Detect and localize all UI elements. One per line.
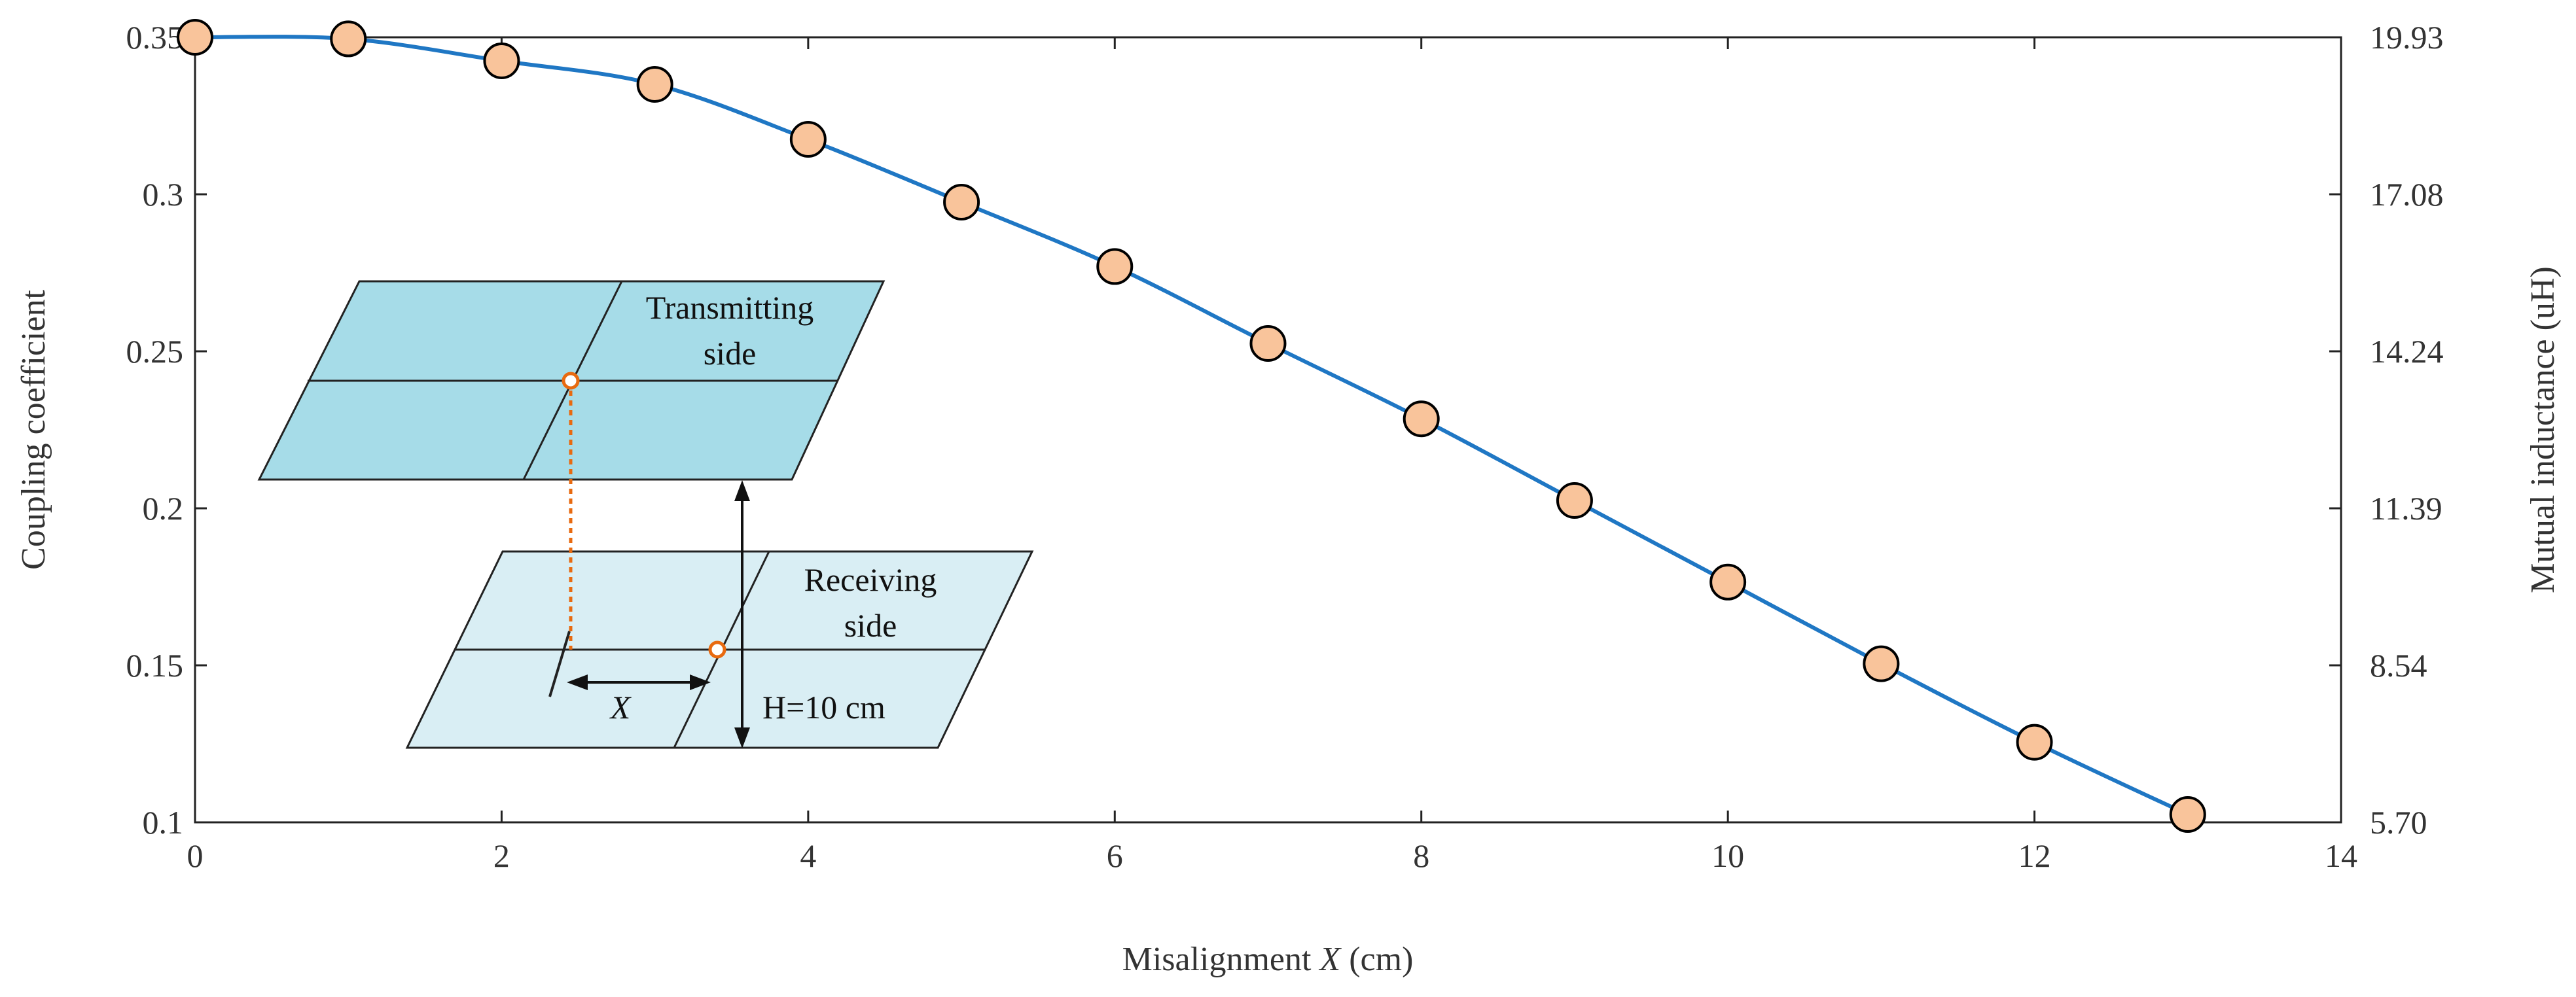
y-tick-label: 0.1 (143, 804, 184, 841)
data-point-markers (177, 19, 2206, 833)
y2-axis-title: Mutual inductance (uH) (2524, 266, 2562, 593)
data-point-marker (1556, 482, 1593, 519)
x-tick-label: 10 (1711, 837, 1744, 874)
offset-arrowhead-left (567, 674, 588, 690)
offset-reference-tick (548, 631, 571, 697)
receiver-center-marker (708, 640, 726, 659)
y2-tick-label: 5.70 (2370, 804, 2427, 841)
x-axis-title-variable: X (1318, 941, 1342, 978)
data-point-marker (1863, 645, 1900, 682)
y2-tick-label: 17.08 (2370, 176, 2444, 213)
height-label: H=10 cm (762, 689, 885, 726)
x-tick-label: 2 (493, 837, 510, 874)
receiving-label-line1: Receiving (804, 561, 937, 598)
receiving-label-line2: side (844, 607, 897, 644)
x-tick-label: 14 (2325, 837, 2357, 874)
y2-tick-label: 14.24 (2370, 333, 2444, 370)
y2-tick-label: 8.54 (2370, 647, 2427, 684)
y-tick-label: 0.15 (126, 647, 184, 684)
y-tick-label: 0.25 (126, 333, 184, 370)
transmitting-label-line1: Transmitting (646, 289, 814, 326)
x-tick-label: 0 (187, 837, 204, 874)
y-tick-label: 0.3 (143, 176, 184, 213)
x-tick-label: 12 (2018, 837, 2051, 874)
data-point-marker (177, 19, 213, 56)
inset-diagram: Transmitting side Receiving side X H=10 … (257, 280, 1034, 749)
plot-frame (194, 36, 2342, 824)
data-point-marker (789, 121, 827, 158)
data-point-marker (330, 20, 367, 58)
data-point-marker (1403, 400, 1440, 438)
data-point-marker (1249, 325, 1287, 362)
offset-arrowhead-right (690, 674, 711, 690)
x-axis-title-suffix: (cm) (1340, 941, 1413, 978)
data-point-marker (636, 66, 673, 103)
y-tick-label: 0.2 (143, 490, 184, 527)
axis-ticks: 0 2 4 6 8 10 12 14 0.1 5.70 0.15 8.54 0.2 11.39 0.25 14… (126, 19, 2444, 874)
data-point-marker (483, 43, 520, 79)
y-axis-title: Coupling coefficient (15, 289, 52, 569)
y2-tick-label: 19.93 (2370, 19, 2444, 56)
x-axis-title: Misalignment X (cm) (1122, 941, 1414, 978)
height-arrowhead-bottom (734, 727, 750, 748)
y2-tick-label: 11.39 (2370, 490, 2442, 527)
transmitting-label-line2: side (704, 335, 757, 372)
data-point-marker (943, 184, 980, 220)
offset-x-label: X (609, 689, 632, 726)
y-tick-label: 0.35 (126, 19, 184, 56)
data-point-marker (2169, 796, 2206, 833)
data-point-marker (1709, 563, 1747, 601)
x-tick-label: 8 (1413, 837, 1429, 874)
height-arrowhead-top (734, 480, 750, 501)
transmitter-center-marker (562, 372, 580, 390)
data-point-marker (2016, 724, 2053, 761)
x-tick-label: 6 (1107, 837, 1123, 874)
x-tick-label: 4 (800, 837, 816, 874)
data-point-marker (1096, 248, 1134, 285)
x-axis-title-prefix: Misalignment (1122, 941, 1320, 978)
